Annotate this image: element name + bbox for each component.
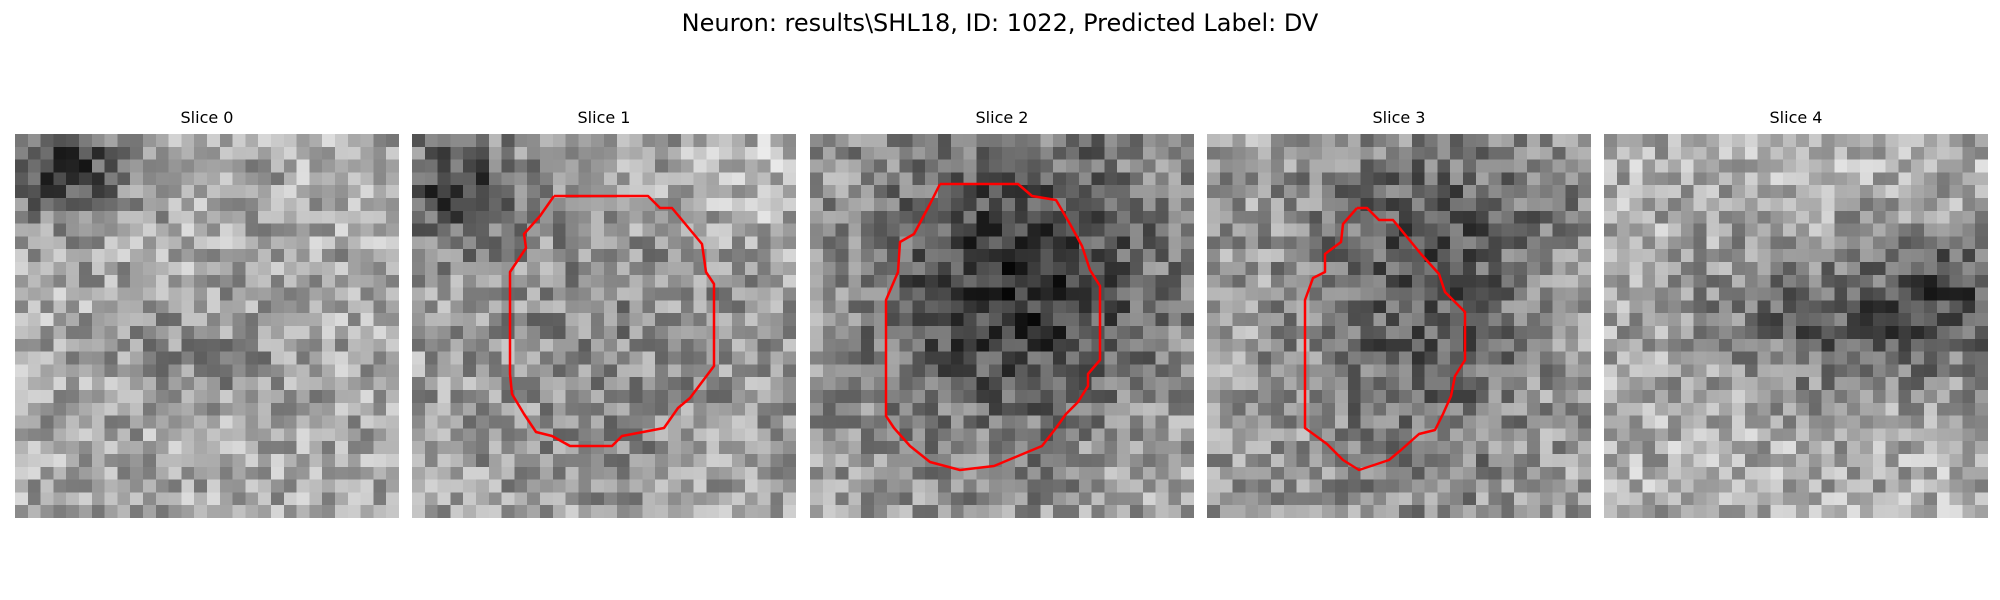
figure-title: Neuron: results\SHL18, ID: 1022, Predict… bbox=[681, 9, 1319, 37]
roi-contour bbox=[1303, 206, 1467, 472]
slice-image bbox=[810, 134, 1194, 518]
slice-title: Slice 3 bbox=[1372, 108, 1426, 127]
slice-title: Slice 2 bbox=[975, 108, 1029, 127]
slice-title: Slice 1 bbox=[577, 108, 631, 127]
slice-title: Slice 4 bbox=[1769, 108, 1823, 127]
slice-image bbox=[1207, 134, 1591, 518]
slice-image bbox=[412, 134, 796, 518]
slice-image bbox=[15, 134, 399, 518]
roi-contour bbox=[508, 194, 716, 448]
slice-image bbox=[1604, 134, 1988, 518]
roi-contour bbox=[884, 182, 1102, 472]
slice-title: Slice 0 bbox=[180, 108, 234, 127]
